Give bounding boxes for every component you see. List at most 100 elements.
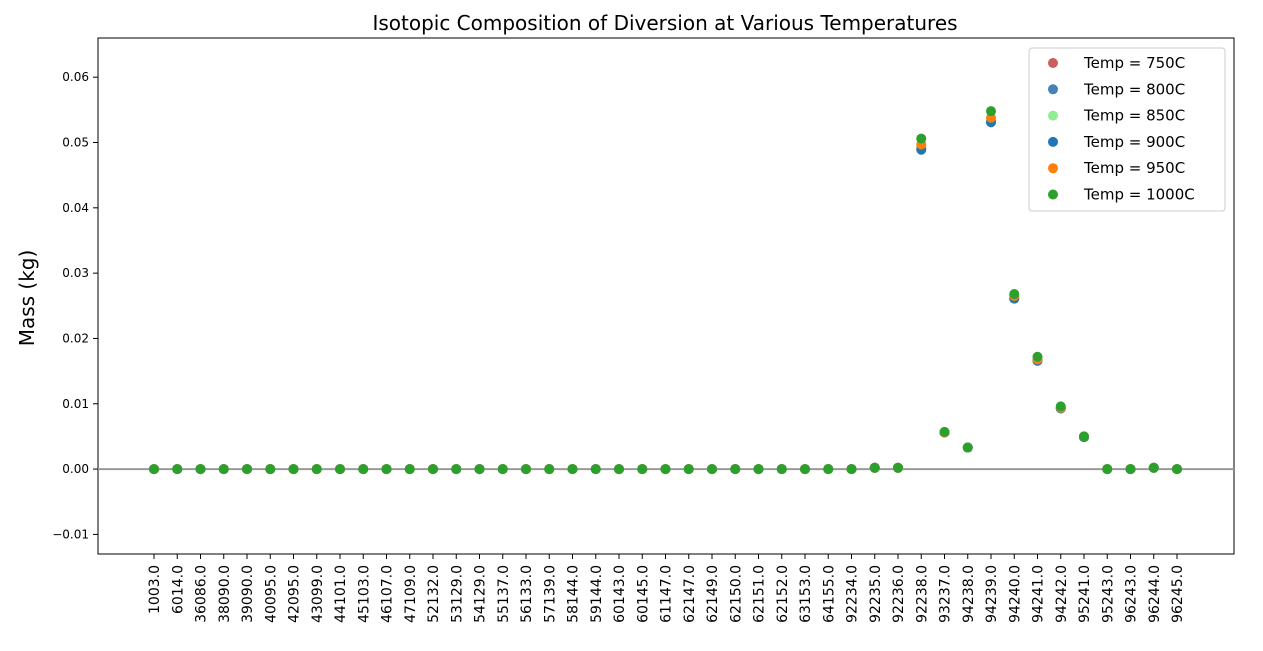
legend-marker (1048, 58, 1058, 68)
x-tick-label: 96245.0 (1170, 565, 1186, 623)
x-tick-label: 62152.0 (775, 565, 791, 623)
x-tick-label: 62147.0 (682, 565, 698, 623)
data-point (660, 464, 671, 475)
legend-label: Temp = 850C (1083, 107, 1185, 125)
x-tick-label: 92235.0 (868, 565, 884, 623)
legend-label: Temp = 1000C (1083, 186, 1195, 204)
data-point (149, 464, 159, 475)
y-tick-label: 0.06 (62, 70, 89, 84)
x-tick-label: 39090.0 (240, 565, 256, 623)
data-point (939, 426, 950, 437)
x-tick-label: 46107.0 (380, 565, 396, 623)
data-point (404, 464, 415, 475)
data-point (265, 464, 276, 475)
data-point (544, 464, 555, 475)
x-tick-label: 92236.0 (891, 565, 907, 623)
data-point (800, 464, 810, 475)
legend: Temp = 750C Temp = 800C Temp = 850C Temp = … (1028, 47, 1226, 212)
y-tick-label: 0.02 (62, 331, 89, 345)
x-tick-label: 36086.0 (194, 565, 210, 623)
legend-label: Temp = 750C (1083, 54, 1185, 72)
x-tick-label: 56133.0 (519, 565, 535, 623)
x-tick-label: 64155.0 (821, 565, 837, 623)
legend-label: Temp = 900C (1083, 133, 1185, 151)
x-tick-label: 60143.0 (612, 565, 628, 623)
data-point (451, 464, 462, 475)
data-point (869, 462, 880, 473)
legend-marker (1048, 163, 1058, 174)
x-tick-label: 1003.0 (147, 565, 163, 614)
data-point (1032, 351, 1043, 362)
x-tick-label: 60145.0 (635, 565, 651, 623)
data-point (1102, 464, 1113, 475)
legend-marker (1048, 84, 1058, 95)
x-tick-label: 54129.0 (473, 565, 489, 623)
x-tick-label: 58144.0 (566, 565, 582, 623)
x-tick-label: 53129.0 (449, 565, 465, 623)
x-tick-label: 52132.0 (426, 565, 442, 623)
y-axis-label: Mass (kg) (15, 250, 39, 347)
data-point (753, 464, 764, 475)
x-tick-label: 94242.0 (1054, 565, 1070, 623)
data-point (962, 442, 973, 453)
data-point (1148, 462, 1159, 473)
x-tick-label: 38090.0 (217, 565, 233, 623)
y-tick-label: 0.01 (62, 397, 89, 411)
data-point (614, 464, 624, 475)
data-point (335, 464, 345, 475)
chart-title: Isotopic Composition of Diversion at Var… (372, 11, 957, 35)
data-point (846, 464, 857, 475)
data-point (730, 464, 741, 475)
data-point (218, 464, 229, 475)
x-tick-label: 40095.0 (263, 565, 279, 623)
x-tick-label: 92238.0 (914, 565, 930, 623)
data-point (1055, 401, 1066, 412)
data-point (916, 133, 927, 144)
legend-marker (1048, 110, 1058, 121)
x-tick-label: 62149.0 (705, 565, 721, 623)
data-point (683, 464, 694, 475)
data-point (288, 464, 299, 475)
data-point (637, 464, 648, 475)
data-point (567, 464, 578, 475)
data-point (172, 464, 183, 475)
x-tick-label: 63153.0 (798, 565, 814, 623)
data-point (497, 464, 508, 475)
x-tick-label: 44101.0 (333, 565, 349, 623)
y-tick-label: 0.00 (62, 462, 89, 476)
data-point (823, 464, 834, 475)
x-tick-label: 55137.0 (496, 565, 512, 623)
x-tick-label: 94241.0 (1031, 565, 1047, 623)
y-tick-label: 0.04 (62, 201, 89, 215)
x-tick-label: 92234.0 (845, 565, 861, 623)
data-point (776, 464, 787, 475)
y-tick-label: 0.03 (62, 266, 89, 280)
x-tick-label: 6014.0 (170, 565, 186, 614)
data-point (707, 464, 717, 475)
data-point (521, 464, 531, 475)
legend-marker (1048, 136, 1058, 147)
legend-label: Temp = 950C (1083, 159, 1185, 177)
x-tick-label: 62151.0 (752, 565, 768, 623)
x-tick-label: 43099.0 (310, 565, 326, 623)
x-tick-label: 96243.0 (1124, 565, 1140, 623)
data-point (195, 464, 206, 475)
x-tick-label: 96244.0 (1147, 565, 1163, 623)
legend-label: Temp = 800C (1083, 80, 1185, 98)
x-tick-label: 57139.0 (542, 565, 558, 623)
data-point (893, 462, 903, 473)
data-point (358, 464, 369, 475)
x-tick-label: 94240.0 (1007, 565, 1023, 623)
x-tick-label: 45103.0 (356, 565, 372, 623)
legend-marker (1048, 189, 1058, 200)
x-tick-label: 95243.0 (1100, 565, 1116, 623)
x-tick-label: 42095.0 (287, 565, 303, 623)
legend-box (1028, 47, 1226, 212)
data-point (1125, 464, 1136, 475)
data-point (1172, 464, 1182, 475)
data-point (242, 464, 252, 475)
y-tick-label: 0.05 (62, 136, 89, 150)
x-tick-label: 95241.0 (1077, 565, 1093, 623)
data-point (381, 464, 392, 475)
data-point (986, 106, 996, 117)
